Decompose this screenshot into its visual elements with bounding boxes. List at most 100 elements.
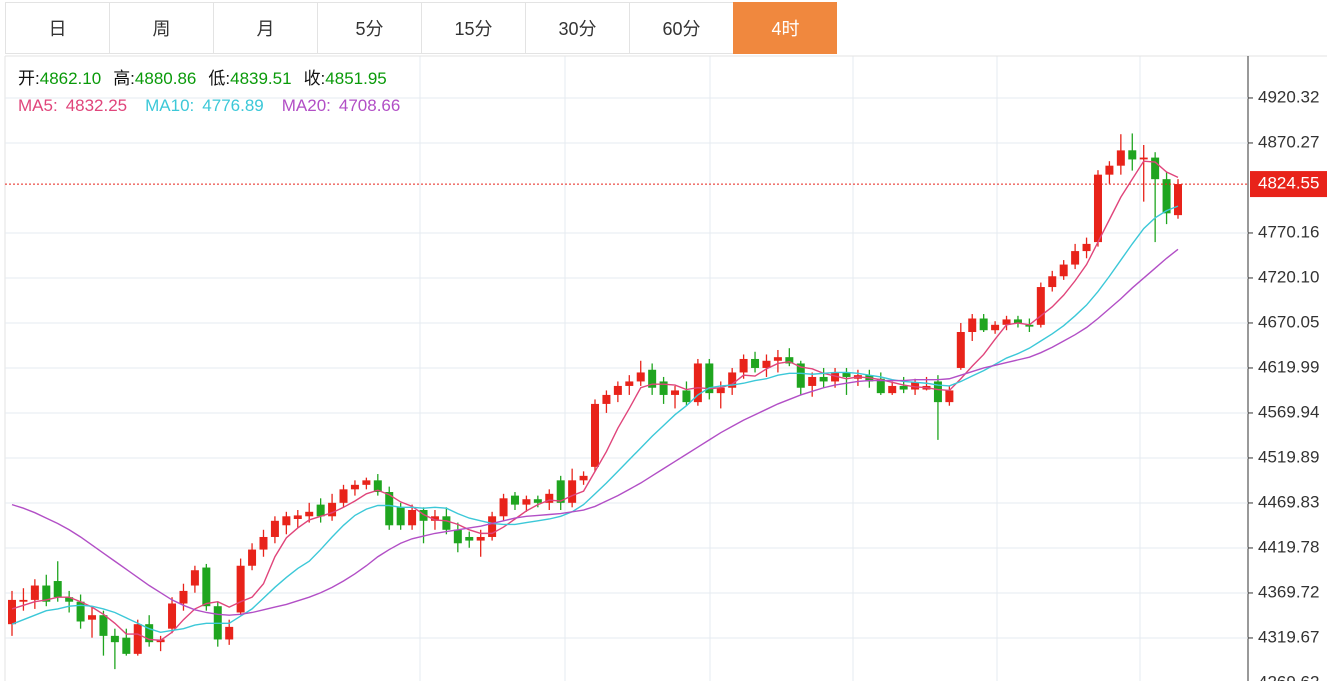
period-tab[interactable]: 60分 [629,2,733,54]
candle-body [773,357,782,361]
candle-body [270,520,279,537]
last-price-label: 4824.55 [1258,174,1319,193]
candle-body [1071,251,1080,265]
candle-body [705,363,714,394]
period-tab[interactable]: 15分 [421,2,525,54]
candle-body [145,624,154,643]
candle-body [293,515,302,519]
candle-body [979,318,988,331]
candle-body [1162,179,1171,214]
period-tab[interactable]: 日 [5,2,109,54]
candle-body [476,536,485,541]
ma-line [11,160,1179,642]
v-grid [419,56,1141,681]
y-tick-label: 4920.32 [1258,87,1319,106]
y-tick-label: 4619.99 [1258,357,1319,376]
candle-body [453,529,462,544]
candle-body [751,358,760,368]
candle-body [65,597,74,602]
y-tick-label: 4469.83 [1258,492,1319,511]
candle-body [442,516,451,530]
candle-body [190,570,199,586]
period-tab[interactable]: 5分 [317,2,421,54]
y-tick-label: 4569.94 [1258,402,1319,421]
candle-body [876,378,885,394]
candle-body [430,516,439,521]
candle-body [739,358,748,373]
candle-body [716,387,725,394]
candle-body [545,493,554,503]
candle-body [76,601,85,622]
ohlc-value: 4851.95 [325,69,386,88]
candle-body [911,382,920,390]
y-tick-label: 4319.67 [1258,627,1319,646]
ma-line [11,205,1179,633]
ohlc-label: 开: [18,69,40,88]
candle-body [305,511,314,517]
candle-body [522,499,531,505]
candle-body [1093,174,1102,243]
candle-body [408,510,417,526]
candle-body [248,549,257,566]
candle-body [1002,319,1011,325]
y-tick-label: 4369.72 [1258,582,1319,601]
candle-body [762,360,771,368]
candle-body [19,599,28,602]
candle-body [796,363,805,388]
candle-body [350,484,359,490]
candle-body [579,475,588,481]
ma-label: MA20: [282,96,331,115]
candle-body [933,381,942,403]
candle-body [122,637,131,654]
candle-body [1059,264,1068,277]
candle-body [533,499,542,503]
candle-body [236,565,245,613]
candle-body [499,498,508,517]
candle-body [465,536,474,541]
candle-body [1139,157,1148,160]
y-tick-label: 4870.27 [1258,132,1319,151]
candle-body [888,385,897,394]
candle-body [373,480,382,493]
ma-label: MA10: [145,96,194,115]
candle-body [179,590,188,604]
ohlc-label: 低: [208,69,230,88]
ohlc-value: 4862.10 [40,69,101,88]
candle-body [808,376,817,386]
candle-body [419,510,428,521]
candle-body [133,624,142,654]
ma-info: MA5: 4832.25 MA10: 4776.89 MA20: 4708.66 [18,96,400,115]
candle-body [602,394,611,404]
candle-body [1082,243,1091,252]
ohlc-info: 开:4862.10 高:4880.86 低:4839.51 收:4851.95 [18,69,387,88]
ma-value: 4832.25 [66,96,127,115]
candle-body [682,390,691,403]
ma-value: 4776.89 [202,96,263,115]
candle-body [168,603,177,629]
candle-body [1128,150,1137,160]
period-tab[interactable]: 4时 [733,2,837,54]
period-tab[interactable]: 30分 [525,2,629,54]
candle-body [556,480,565,503]
candle-body [819,376,828,382]
period-tab[interactable]: 月 [213,2,317,54]
candle-body [30,585,39,600]
last-price-box [1250,171,1327,198]
candle-body [396,507,405,526]
candle-body [1151,157,1160,180]
candle-body [1025,324,1034,327]
candles [8,133,1182,670]
candle-body [1036,287,1045,325]
candle-body [225,626,234,640]
candle-body [625,381,634,386]
ohlc-label: 收: [304,69,326,88]
candle-body [88,615,97,620]
period-tab[interactable]: 周 [109,2,213,54]
candle-body [671,390,680,395]
candle-body [591,403,599,467]
ma-value: 4708.66 [339,96,400,115]
y-tick-label: 4720.10 [1258,267,1319,286]
candle-body [510,495,519,505]
candle-body [568,480,577,503]
candle-body [339,489,348,503]
